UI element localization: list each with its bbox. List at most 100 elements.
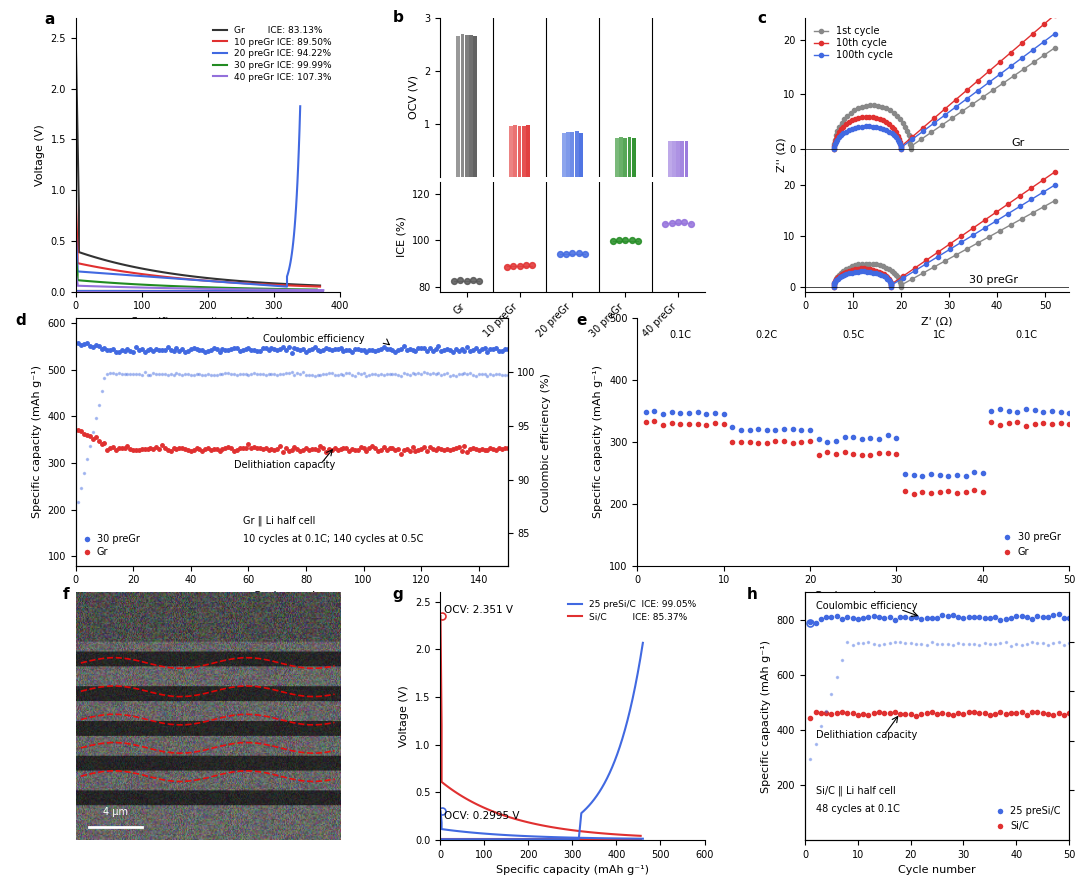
Point	[551, 248, 568, 262]
Y-axis label: OCV (V): OCV (V)	[408, 75, 419, 119]
100th cycle	[949, 102, 962, 112]
Point	[524, 258, 541, 272]
Bar	[619, 137, 623, 177]
10th cycle	[882, 119, 895, 130]
Bar	[680, 141, 685, 177]
10th cycle	[852, 112, 865, 123]
Text: c: c	[757, 11, 767, 26]
10th cycle	[831, 130, 843, 141]
100th cycle	[960, 94, 973, 104]
100th cycle	[859, 121, 872, 132]
1st cycle	[883, 105, 896, 116]
1st cycle	[986, 85, 999, 95]
100th cycle	[846, 124, 859, 134]
10th cycle	[874, 114, 887, 125]
Text: Coulombic efficiency: Coulombic efficiency	[815, 601, 917, 611]
Text: 10 cycles at 0.1C; 140 cycles at 0.5C: 10 cycles at 0.1C; 140 cycles at 0.5C	[243, 535, 423, 545]
Gr	[242, 438, 255, 449]
100th cycle	[842, 125, 855, 135]
1st cycle	[945, 113, 958, 124]
1st cycle	[860, 101, 873, 111]
10th cycle	[828, 137, 841, 148]
Bar	[522, 126, 526, 177]
1st cycle	[904, 141, 917, 152]
100th cycle	[888, 130, 901, 141]
1st cycle	[880, 103, 893, 114]
10th cycle	[886, 121, 899, 132]
Bar	[457, 36, 460, 177]
Line: 30 preGr: 30 preGr	[77, 341, 510, 355]
30 preGr	[501, 344, 514, 354]
10th cycle	[834, 124, 847, 134]
Text: 1C: 1C	[933, 330, 946, 340]
Y-axis label: Voltage (V): Voltage (V)	[400, 685, 409, 747]
10th cycle	[888, 124, 901, 134]
10th cycle	[928, 113, 941, 124]
Bar	[575, 131, 579, 177]
Bar	[517, 126, 522, 177]
10th cycle	[1049, 10, 1062, 20]
Legend: Gr        ICE: 83.13%, 10 preGr ICE: 89.50%, 20 preGr ICE: 94.22%, 30 preGr ICE:: Gr ICE: 83.13%, 10 preGr ICE: 89.50%, 20…	[210, 22, 336, 85]
100th cycle	[894, 139, 907, 149]
10th cycle	[839, 119, 852, 130]
10th cycle	[905, 132, 918, 142]
100th cycle	[866, 121, 879, 132]
Text: 0.2C: 0.2C	[756, 330, 778, 340]
100th cycle	[886, 128, 899, 139]
Text: f: f	[63, 587, 69, 602]
100th cycle	[894, 141, 907, 152]
1st cycle	[891, 110, 904, 121]
100th cycle	[880, 125, 893, 135]
Text: 0.1C: 0.1C	[1015, 330, 1037, 340]
Gr	[213, 446, 226, 456]
Bar	[566, 132, 570, 177]
100th cycle	[839, 126, 852, 137]
1st cycle	[888, 108, 901, 118]
Bar	[676, 141, 680, 177]
X-axis label: Specific capacity (mAh g⁻¹): Specific capacity (mAh g⁻¹)	[496, 865, 649, 875]
100th cycle	[882, 126, 895, 137]
Point	[458, 273, 475, 287]
Y-axis label: Voltage (V): Voltage (V)	[35, 124, 45, 186]
10th cycle	[960, 85, 973, 95]
10th cycle	[894, 141, 907, 152]
100th cycle	[971, 85, 984, 95]
100th cycle	[894, 144, 907, 155]
100th cycle	[827, 141, 840, 152]
Text: 4 μm: 4 μm	[103, 807, 127, 817]
100th cycle	[1015, 53, 1028, 64]
Bar	[570, 132, 575, 177]
30 preGr	[285, 348, 298, 359]
Text: OCV: 2.351 V: OCV: 2.351 V	[444, 606, 513, 615]
Point	[464, 273, 482, 287]
10th cycle	[1037, 19, 1050, 30]
Legend: 30 preGr, Gr: 30 preGr, Gr	[1001, 529, 1064, 561]
Bar	[464, 34, 469, 177]
X-axis label: Cycle number: Cycle number	[253, 591, 330, 601]
Legend: 25 preSi/C  ICE: 99.05%, Si/C         ICE: 85.37%: 25 preSi/C ICE: 99.05%, Si/C ICE: 85.37%	[565, 597, 700, 625]
10th cycle	[827, 141, 840, 151]
100th cycle	[831, 134, 843, 145]
1st cycle	[829, 130, 842, 141]
Point	[663, 216, 680, 230]
100th cycle	[852, 122, 865, 133]
10th cycle	[829, 133, 842, 144]
10th cycle	[849, 114, 862, 125]
1st cycle	[848, 105, 861, 116]
Y-axis label: Coulombic efficiency (%): Coulombic efficiency (%)	[541, 372, 551, 512]
30 preGr	[72, 338, 85, 348]
Text: 0.5C: 0.5C	[842, 330, 864, 340]
1st cycle	[902, 130, 915, 141]
10th cycle	[863, 111, 876, 122]
Bar	[513, 126, 517, 177]
Line: 10th cycle: 10th cycle	[832, 13, 1057, 151]
Text: 30 preGr: 30 preGr	[969, 276, 1017, 286]
Text: h: h	[746, 587, 758, 602]
1st cycle	[1038, 50, 1051, 60]
30 preGr	[429, 343, 442, 354]
Bar	[460, 34, 464, 177]
10th cycle	[827, 144, 840, 155]
1st cycle	[915, 134, 928, 145]
Point	[630, 233, 647, 248]
Text: e: e	[577, 313, 588, 328]
